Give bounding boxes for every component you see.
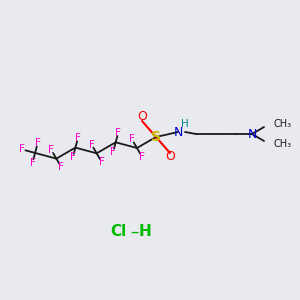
Text: F: F [139, 152, 145, 162]
Text: N: N [247, 128, 257, 140]
Text: H: H [139, 224, 152, 239]
Text: S: S [151, 130, 161, 144]
Text: F: F [129, 134, 135, 144]
Text: F: F [30, 158, 35, 168]
Text: F: F [58, 162, 64, 172]
Text: F: F [35, 138, 41, 148]
Text: F: F [75, 133, 81, 143]
Text: F: F [89, 140, 94, 150]
Text: Cl: Cl [110, 224, 126, 239]
Text: F: F [70, 152, 76, 162]
Text: F: F [115, 128, 121, 138]
Text: F: F [48, 145, 54, 155]
Text: CH₃: CH₃ [273, 119, 291, 129]
Text: H: H [181, 119, 189, 129]
Text: N: N [173, 125, 183, 139]
Text: F: F [110, 147, 116, 157]
Text: F: F [20, 143, 26, 154]
Text: O: O [165, 151, 175, 164]
Text: O: O [137, 110, 147, 124]
Text: –: – [130, 223, 138, 241]
Text: F: F [99, 157, 105, 167]
Text: CH₃: CH₃ [273, 139, 291, 149]
